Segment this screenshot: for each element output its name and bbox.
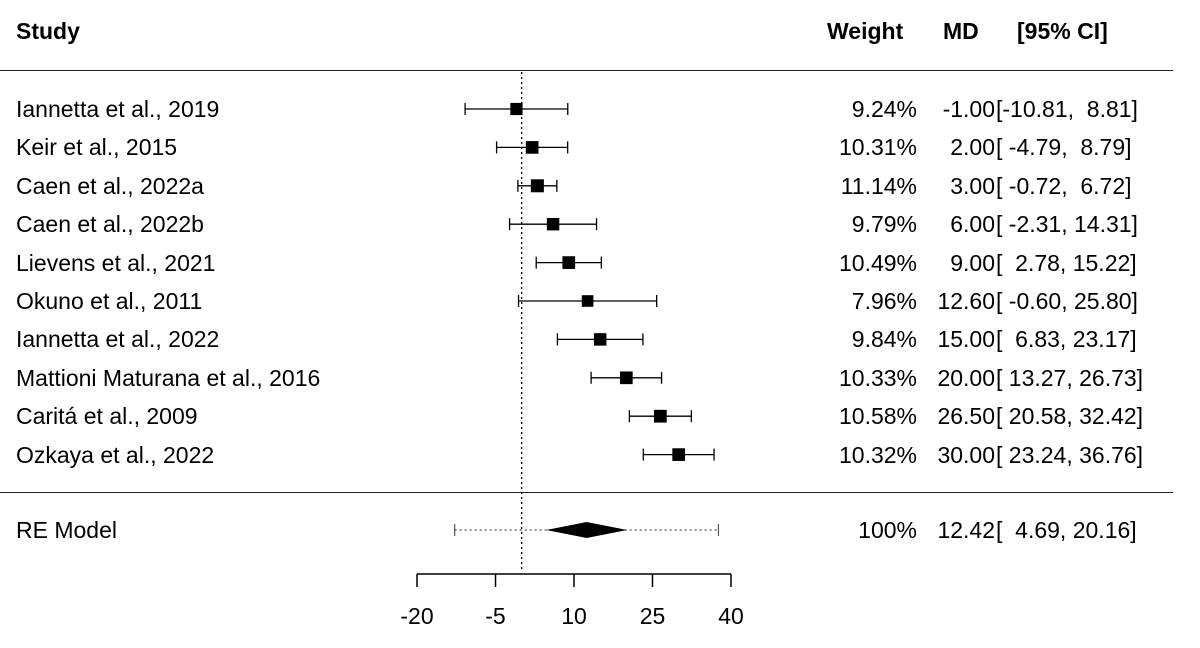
summary-md: 12.42 — [937, 517, 995, 543]
study-md: -1.00 — [942, 96, 995, 122]
study-ci: [ 13.27, 26.73] — [996, 364, 1144, 391]
summary-ci: [ 4.69, 20.16] — [996, 517, 1137, 543]
study-ci: [ 23.24, 36.76] — [996, 441, 1144, 468]
summary-label: RE Model — [16, 517, 117, 543]
header-md: MD — [943, 18, 979, 44]
study-point — [593, 333, 607, 346]
header-study: Study — [16, 18, 80, 44]
study-weight: 9.24% — [851, 96, 917, 122]
study-ci: [-10.81, 8.81] — [996, 96, 1138, 122]
study-label: Caen et al., 2022b — [16, 211, 204, 238]
study-ci: [ -0.72, 6.72] — [996, 172, 1132, 199]
study-point — [620, 371, 633, 385]
study-ci: [ -0.60, 25.80] — [996, 288, 1138, 314]
study-md: 6.00 — [950, 211, 995, 238]
x-tick-label: 40 — [718, 603, 744, 629]
study-md: 9.00 — [950, 249, 995, 276]
study-md: 2.00 — [950, 134, 995, 161]
study-label: Okuno et al., 2011 — [16, 288, 203, 314]
header-weight: Weight — [827, 18, 904, 44]
study-weight: 7.96% — [851, 288, 917, 314]
study-label: Iannetta et al., 2022 — [16, 326, 220, 353]
summary-diamond — [546, 522, 628, 538]
study-weight: 10.58% — [838, 403, 917, 430]
study-point — [581, 295, 594, 307]
study-weight: 9.79% — [851, 211, 917, 238]
study-point — [530, 179, 544, 193]
x-tick-label: -20 — [400, 603, 434, 629]
study-weight: 9.84% — [851, 326, 917, 353]
study-md: 20.00 — [937, 364, 995, 391]
study-ci: [ -4.79, 8.79] — [996, 134, 1132, 161]
x-tick-label: -5 — [485, 603, 506, 629]
x-tick-label: 10 — [561, 603, 587, 629]
study-ci: [ 20.58, 32.42] — [996, 403, 1144, 430]
study-md: 3.00 — [950, 172, 995, 199]
header-ci: [95% CI] — [1017, 18, 1108, 44]
summary-weight: 100% — [858, 517, 917, 543]
study-ci: [ 2.78, 15.22] — [996, 249, 1137, 276]
study-label: Lievens et al., 2021 — [16, 249, 216, 276]
study-point — [510, 102, 523, 116]
study-point — [525, 141, 539, 154]
study-label: Caritá et al., 2009 — [16, 403, 198, 430]
study-ci: [ 6.83, 23.17] — [996, 326, 1137, 353]
study-label: Iannetta et al., 2019 — [16, 96, 220, 122]
study-ci: [ -2.31, 14.31] — [996, 211, 1138, 238]
study-weight: 10.32% — [838, 441, 917, 468]
study-weight: 10.49% — [838, 249, 917, 276]
study-point — [672, 448, 685, 461]
study-weight: 10.31% — [838, 134, 917, 161]
study-md: 12.60 — [937, 288, 995, 314]
study-weight: 10.33% — [838, 364, 917, 391]
study-label: Keir et al., 2015 — [16, 134, 178, 161]
header-rule — [0, 70, 1173, 71]
study-label: Ozkaya et al., 2022 — [16, 441, 215, 468]
study-weight: 11.14% — [840, 172, 917, 199]
study-md: 26.50 — [937, 403, 995, 430]
study-point — [546, 217, 560, 231]
study-label: Mattioni Maturana et al., 2016 — [16, 364, 321, 391]
summary-rule — [0, 492, 1173, 493]
study-point — [562, 256, 576, 269]
study-md: 15.00 — [937, 326, 995, 353]
x-tick-label: 25 — [639, 603, 666, 629]
study-label: Caen et al., 2022a — [16, 172, 204, 199]
study-point — [653, 409, 667, 423]
study-md: 30.00 — [937, 441, 995, 468]
